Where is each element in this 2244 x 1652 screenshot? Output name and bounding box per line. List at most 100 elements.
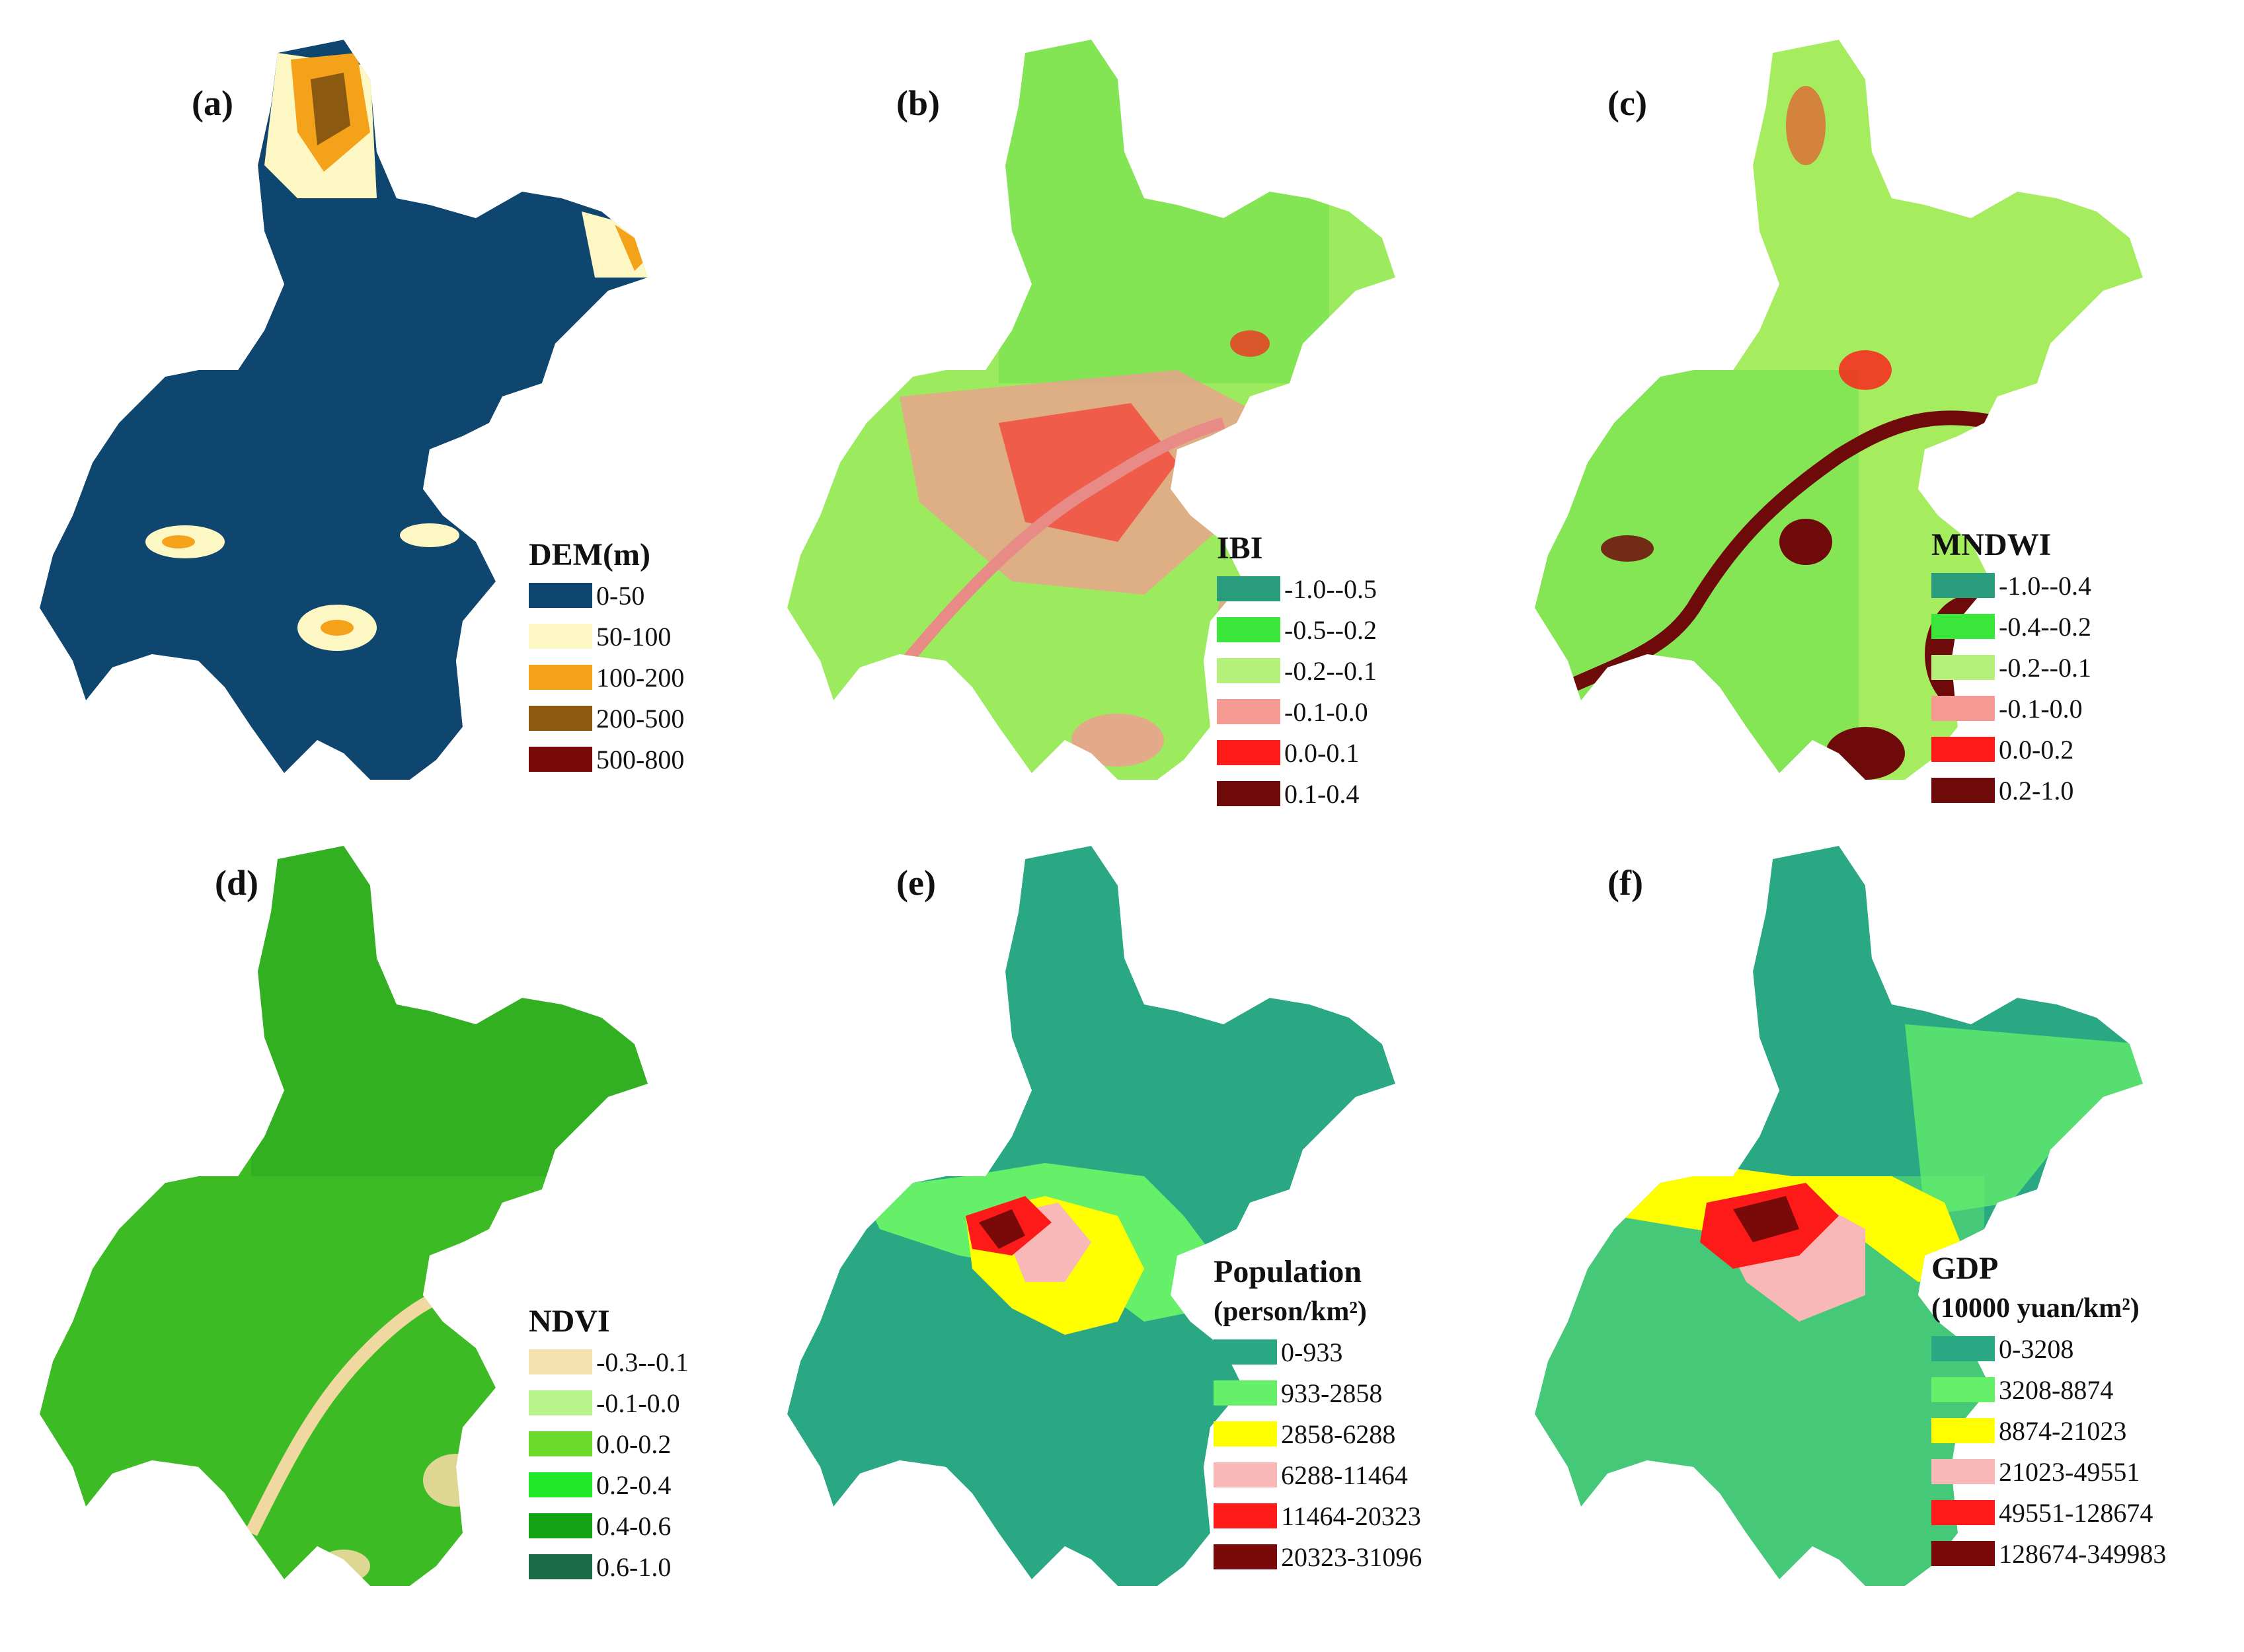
legend-swatch bbox=[1217, 658, 1280, 683]
legend-label: 50-100 bbox=[596, 621, 672, 652]
legend-items-c: -1.0--0.4 -0.4--0.2 -0.2--0.1 -0.1-0.0 0.0-0… bbox=[1931, 565, 2091, 811]
legend-label: 0.4-0.6 bbox=[596, 1511, 672, 1541]
legend-title-c: MNDWI bbox=[1931, 527, 2052, 562]
map-d bbox=[40, 846, 648, 1586]
legend-swatch bbox=[529, 1513, 592, 1538]
legend-items-b: -1.0--0.5 -0.5--0.2 -0.2--0.1 -0.1-0.0 0.0-0… bbox=[1217, 568, 1377, 814]
legend-item: 0.1-0.4 bbox=[1217, 773, 1377, 814]
panel-c: (c) MNDWI -1.0--0.4 -0.4--0.2 -0.2--0.1 -0.… bbox=[1495, 0, 2243, 826]
legend-f: GDP (10000 yuan/km²) 0-3208 3208-8874 8874… bbox=[1931, 1249, 2166, 1574]
legend-label: 128674-349983 bbox=[1999, 1538, 2167, 1569]
legend-item: 0-3208 bbox=[1931, 1328, 2166, 1369]
bare-south bbox=[317, 1550, 370, 1583]
map-e bbox=[787, 846, 1395, 1586]
legend-swatch bbox=[1931, 1377, 1995, 1402]
legend-item: 0.2-1.0 bbox=[1931, 770, 2091, 811]
panel-b: (b) IBI -1.0--0.5 -0.5--0.2 -0.2--0.1 -0.1-… bbox=[748, 0, 1495, 826]
legend-title-e: Population bbox=[1214, 1254, 1362, 1289]
panel-e: (e) Population (person/km²) 0-933 933-285… bbox=[748, 826, 1495, 1652]
legend-item: 0.6-1.0 bbox=[529, 1546, 689, 1587]
legend-label: 0.0-0.2 bbox=[1999, 734, 2074, 765]
legend-title-a: DEM(m) bbox=[529, 537, 650, 572]
hills-south-peak bbox=[321, 620, 354, 636]
legend-swatch bbox=[1214, 1503, 1277, 1528]
legend-item: -0.5--0.2 bbox=[1217, 609, 1377, 650]
legend-title-b: IBI bbox=[1217, 531, 1263, 566]
lake-west bbox=[1601, 535, 1654, 562]
legend-item: 933-2858 bbox=[1214, 1372, 1422, 1413]
legend-swatch bbox=[529, 665, 592, 690]
legend-label: -0.2--0.1 bbox=[1284, 656, 1377, 686]
legend-item: 0.4-0.6 bbox=[529, 1505, 689, 1546]
legend-label: 2858-6288 bbox=[1281, 1419, 1396, 1449]
legend-item: 0-933 bbox=[1214, 1332, 1422, 1372]
legend-a: DEM(m) 0-50 50-100 100-200 200-500 500-800 bbox=[529, 535, 684, 780]
lake-south bbox=[1826, 727, 1905, 780]
legend-swatch bbox=[1931, 1500, 1995, 1525]
legend-swatch bbox=[1931, 696, 1995, 721]
legend-swatch bbox=[529, 1349, 592, 1374]
legend-swatch bbox=[1931, 778, 1995, 803]
legend-items-f: 0-3208 3208-8874 8874-21023 21023-49551 4955… bbox=[1931, 1328, 2166, 1574]
legend-item: -0.2--0.1 bbox=[1931, 647, 2091, 688]
legend-swatch bbox=[529, 1472, 592, 1497]
panel-label-e: (e) bbox=[896, 863, 936, 903]
legend-swatch bbox=[1217, 781, 1280, 806]
legend-label: 0.0-0.1 bbox=[1284, 737, 1360, 768]
lake-central bbox=[1779, 519, 1832, 565]
greener-north bbox=[999, 40, 1329, 383]
legend-label: 0-3208 bbox=[1999, 1333, 2074, 1364]
legend-swatch bbox=[1217, 617, 1280, 642]
panel-label-c: (c) bbox=[1607, 83, 1647, 123]
legend-label: 0.2-0.4 bbox=[596, 1470, 672, 1500]
legend-item: -1.0--0.5 bbox=[1217, 568, 1377, 609]
legend-label: 11464-20323 bbox=[1281, 1501, 1421, 1531]
legend-label: 200-500 bbox=[596, 703, 685, 733]
legend-label: 0.2-1.0 bbox=[1999, 775, 2074, 806]
legend-label: -0.2--0.1 bbox=[1999, 652, 2091, 683]
hills-west-peak bbox=[162, 535, 195, 548]
hills-central bbox=[400, 523, 459, 547]
legend-items-a: 0-50 50-100 100-200 200-500 500-800 bbox=[529, 575, 684, 780]
legend-b: IBI -1.0--0.5 -0.5--0.2 -0.2--0.1 -0.1-0.0 0… bbox=[1217, 529, 1377, 814]
legend-item: -0.4--0.2 bbox=[1931, 606, 2091, 647]
legend-item: -0.1-0.0 bbox=[529, 1382, 689, 1423]
legend-item: -0.3--0.1 bbox=[529, 1341, 689, 1382]
lake-north bbox=[1839, 350, 1892, 390]
legend-item: 0.0-0.2 bbox=[1931, 729, 2091, 770]
peak-north bbox=[311, 73, 350, 145]
legend-item: -1.0--0.4 bbox=[1931, 565, 2091, 606]
legend-swatch bbox=[1931, 1459, 1995, 1484]
core-gdp bbox=[1733, 1196, 1799, 1242]
legend-e: Population (person/km²) 0-933 933-2858 285… bbox=[1214, 1252, 1422, 1577]
legend-label: 49551-128674 bbox=[1999, 1497, 2153, 1528]
legend-swatch bbox=[529, 583, 592, 608]
legend-title-d: NDVI bbox=[529, 1304, 610, 1339]
legend-item: 0.2-0.4 bbox=[529, 1464, 689, 1505]
legend-swatch bbox=[1217, 576, 1280, 601]
legend-label: -0.4--0.2 bbox=[1999, 611, 2091, 642]
wetland-north bbox=[1786, 86, 1826, 165]
legend-d: NDVI -0.3--0.1 -0.1-0.0 0.0-0.2 0.2-0.4 0.4-… bbox=[529, 1302, 689, 1587]
legend-item: 3208-8874 bbox=[1931, 1369, 2166, 1410]
river-b bbox=[874, 417, 1225, 698]
legend-items-d: -0.3--0.1 -0.1-0.0 0.0-0.2 0.2-0.4 0.4-0.6 0.… bbox=[529, 1341, 689, 1587]
map-a bbox=[40, 40, 648, 780]
legend-subtitle-e: (person/km²) bbox=[1214, 1296, 1367, 1327]
legend-item: 200-500 bbox=[529, 698, 684, 739]
legend-swatch bbox=[1217, 699, 1280, 724]
legend-label: 0.1-0.4 bbox=[1284, 778, 1360, 809]
legend-label: 0.0-0.2 bbox=[596, 1429, 672, 1459]
legend-label: 6288-11464 bbox=[1281, 1460, 1408, 1490]
panel-d: (d) NDVI -0.3--0.1 -0.1-0.0 0.0-0.2 0.2-0.4… bbox=[0, 826, 748, 1652]
legend-item: 0-50 bbox=[529, 575, 684, 616]
legend-item: 50-100 bbox=[529, 616, 684, 657]
legend-swatch bbox=[1214, 1380, 1277, 1406]
legend-item: 100-200 bbox=[529, 657, 684, 698]
legend-label: -0.3--0.1 bbox=[596, 1347, 689, 1377]
urban-dense bbox=[999, 403, 1177, 542]
panel-label-b: (b) bbox=[896, 83, 940, 123]
legend-item: 8874-21023 bbox=[1931, 1410, 2166, 1451]
panel-label-a: (a) bbox=[192, 83, 233, 123]
legend-label: 8874-21023 bbox=[1999, 1415, 2127, 1446]
